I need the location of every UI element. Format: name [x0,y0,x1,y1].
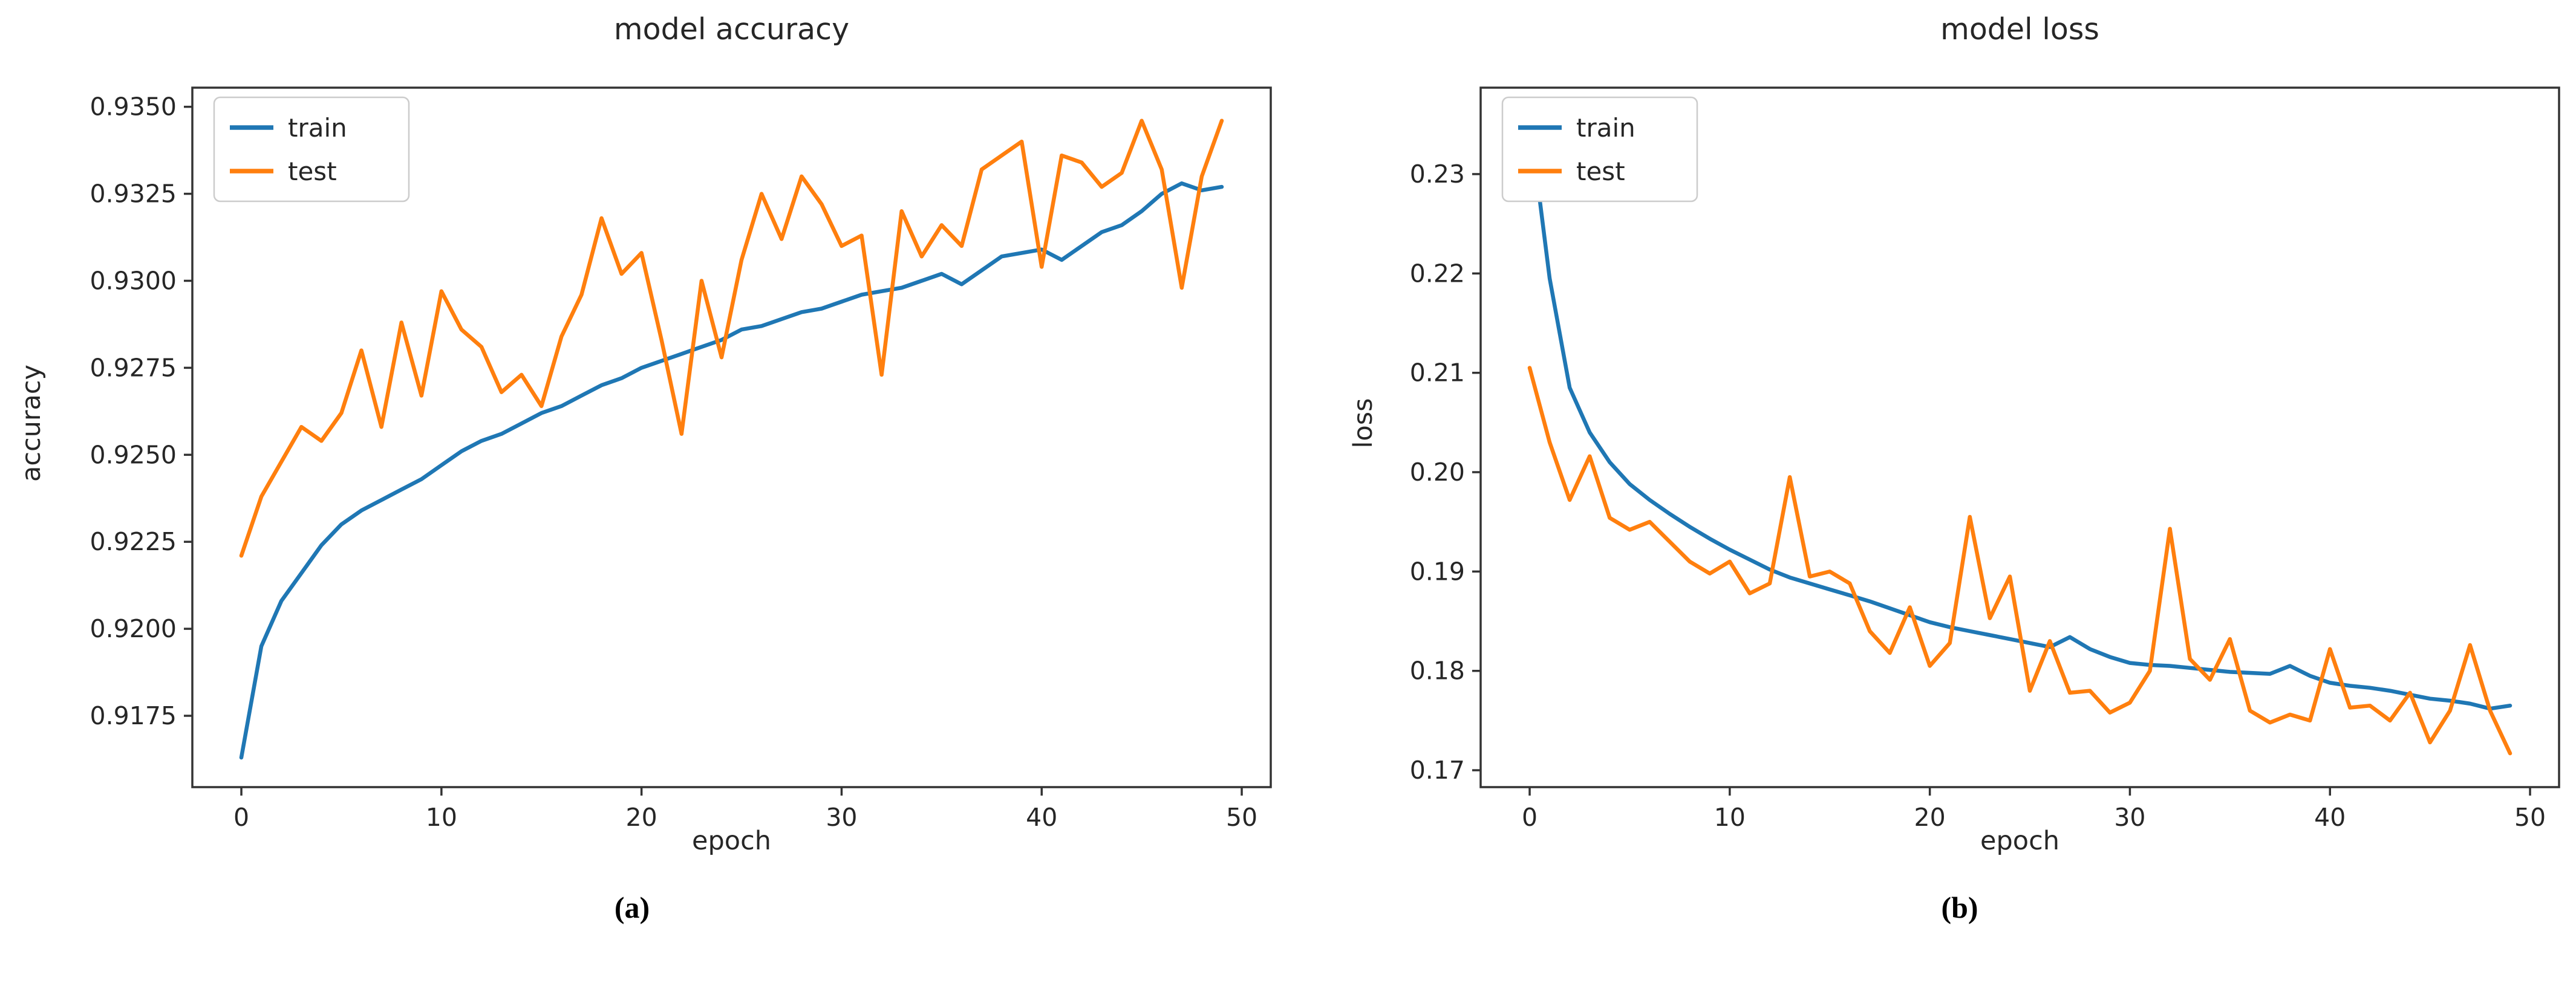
y-tick-label: 0.9200 [90,614,177,643]
y-tick-label: 0.23 [1410,160,1465,189]
test-line [239,118,1224,558]
x-tick-label: 0 [233,803,249,832]
x-axis-label: epoch [692,826,771,856]
y-tick-label: 0.9325 [90,180,177,209]
legend-train-label: train [1576,113,1635,143]
x-tick-label: 10 [1714,803,1746,832]
y-tick-label: 0.20 [1410,458,1465,487]
loss-plot: 0 10 20 30 40 50 0.17 0.18 0.19 0.20 0.21 0.22 0.23 t… [1410,86,2560,832]
y-tick-label: 0.21 [1410,358,1465,388]
x-tick-label: 50 [2514,803,2546,832]
train-line [239,181,1224,760]
x-tick-label: 0 [1522,803,1537,832]
x-axis-label: epoch [1980,826,2059,856]
y-tick-label: 0.9300 [90,266,177,295]
x-tick-label: 10 [426,803,457,832]
test-line [1527,366,2512,756]
chart-title: model loss [1940,12,2099,47]
x-tick-label: 50 [1226,803,1257,832]
x-tick-label: 30 [2114,803,2145,832]
y-tick-label: 0.19 [1410,557,1465,586]
legend-train-label: train [288,113,347,143]
y-tick-label: 0.9350 [90,92,177,122]
y-tick-label: 0.17 [1410,756,1465,785]
y-tick-label: 0.9175 [90,701,177,730]
plot-border [1479,86,2560,788]
y-tick-label: 0.18 [1410,657,1465,686]
y-tick-label: 0.9225 [90,527,177,556]
legend-test-label: test [288,157,337,186]
y-tick-label: 0.9250 [90,440,177,469]
figure-a-model-accuracy: model accuracy accuracy epoch 0 10 20 30 40 5… [16,12,1272,924]
plot-border [191,86,1272,788]
legend-box [213,96,410,203]
x-tick-label: 20 [626,803,657,832]
y-tick-label: 0.9275 [90,353,177,382]
accuracy-plot: 0 10 20 30 40 50 0.9175 0.9200 0.9225 0.9250 0.927… [90,86,1272,832]
legend-box [1501,96,1698,203]
legend-test-label: test [1576,157,1625,186]
subfigure-caption-b: (b) [1941,891,1978,924]
subfigure-caption-a: (a) [614,891,650,924]
x-tick-label: 20 [1914,803,1946,832]
train-line [1527,117,2512,711]
chart-title: model accuracy [613,12,850,47]
x-tick-label: 40 [2314,803,2346,832]
x-tick-label: 40 [1026,803,1057,832]
x-tick-label: 30 [826,803,857,832]
y-tick-label: 0.22 [1410,259,1465,288]
figure-b-model-loss: model loss loss epoch 0 10 20 30 40 50 0.17 0.1… [1288,0,2576,983]
